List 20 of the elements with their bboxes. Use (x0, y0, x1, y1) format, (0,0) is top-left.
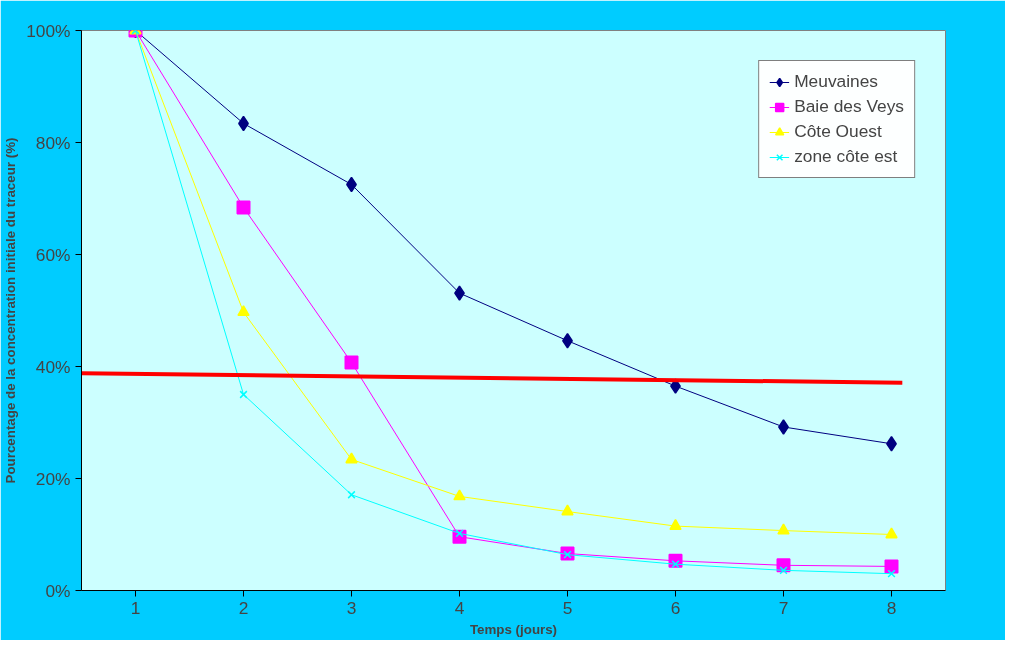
x-tick-label: 3 (346, 597, 357, 618)
legend-label: Baie des Veys (794, 96, 904, 117)
legend-label: Côte Ouest (794, 121, 882, 142)
y-axis-title: Pourcentage de la concentration initiale du traceur (%) (3, 137, 19, 484)
x-tick-label: 7 (778, 597, 789, 618)
y-tick-label: 60% (35, 244, 71, 265)
legend-label: Meuvaines (794, 71, 878, 92)
y-tick-label: 20% (35, 468, 71, 489)
x-tick-label: 5 (562, 597, 573, 618)
y-tick-label: 40% (35, 356, 71, 377)
x-tick-label: 8 (886, 597, 897, 618)
x-tick-label: 4 (454, 597, 465, 618)
x-tick-label: 1 (130, 597, 141, 618)
x-axis-title: Temps (jours) (469, 621, 558, 637)
legend-label: zone côte est (794, 146, 898, 167)
x-tick-label: 2 (238, 597, 249, 618)
y-tick-label: 100% (26, 20, 71, 41)
y-tick-label: 80% (35, 132, 71, 153)
y-tick-label: 0% (45, 580, 71, 601)
x-tick-label: 6 (670, 597, 681, 618)
